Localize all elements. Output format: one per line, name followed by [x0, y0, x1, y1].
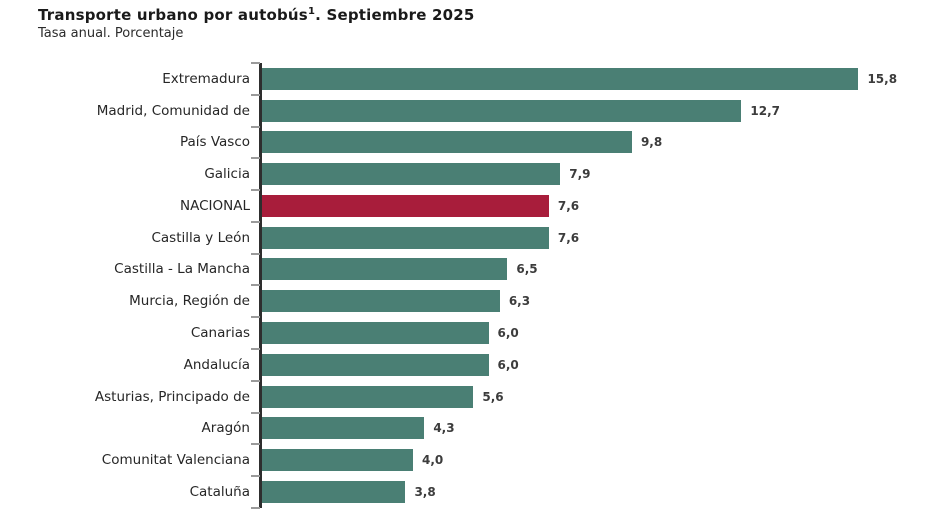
- value-label: 15,8: [867, 71, 898, 86]
- axis-tick: [251, 220, 260, 223]
- bar-chart: Extremadura 15,8 Madrid, Comunidad de 12,7 P…: [0, 62, 950, 513]
- row-plot-area: 5,6: [259, 380, 950, 413]
- axis-tick: [251, 93, 260, 96]
- chart-subtitle: Tasa anual. Porcentaje: [38, 26, 184, 41]
- bar: [262, 99, 742, 122]
- category-label: Murcia, Región de: [129, 293, 250, 310]
- row-plot-area: 6,0: [259, 317, 950, 349]
- axis-tick: [251, 189, 260, 192]
- bar: [262, 163, 561, 186]
- row-plot-area: 6,0: [259, 348, 950, 381]
- category-label: Andalucía: [183, 356, 250, 373]
- axis-tick: [251, 125, 260, 128]
- value-label: 6,5: [516, 262, 538, 277]
- chart-title-text: Transporte urbano por autobús: [38, 6, 308, 24]
- value-label: 6,0: [497, 326, 519, 340]
- category-label: Comunitat Valenciana: [101, 452, 250, 469]
- category-label: Castilla y León: [151, 229, 250, 246]
- axis-tick: [251, 506, 260, 509]
- row-plot-area: 4,0: [259, 444, 950, 476]
- value-label: 4,3: [433, 421, 455, 436]
- chart-row: Castilla y León 7,6: [0, 221, 950, 254]
- bar: [262, 290, 500, 313]
- chart-row: Andalucía 6,0: [0, 348, 950, 381]
- bar: [262, 258, 508, 281]
- chart-row: Murcia, Región de 6,3: [0, 285, 950, 318]
- category-label: Extremadura: [162, 70, 250, 87]
- axis-tick: [251, 379, 260, 382]
- row-plot-area: 15,8: [259, 63, 950, 95]
- chart-row: País Vasco 9,8: [0, 126, 950, 159]
- value-label: 6,0: [497, 357, 519, 372]
- chart-row: Cataluña 3,8: [0, 475, 950, 508]
- chart-rows: Extremadura 15,8 Madrid, Comunidad de 12,7 P…: [0, 63, 950, 508]
- axis-tick: [251, 62, 260, 64]
- value-label: 3,8: [414, 484, 436, 499]
- bar: [262, 131, 632, 154]
- category-label: NACIONAL: [180, 197, 250, 214]
- category-label: Aragón: [201, 420, 250, 437]
- axis-tick: [251, 443, 260, 446]
- category-label: Galicia: [204, 166, 250, 183]
- category-label: Madrid, Comunidad de: [96, 102, 250, 119]
- bar: [262, 449, 413, 472]
- chart-title-footnote-marker: 1: [307, 6, 316, 17]
- chart-row: Aragón 4,3: [0, 412, 950, 445]
- value-label: 4,0: [422, 453, 444, 468]
- bar: [262, 385, 474, 408]
- row-plot-area: 3,8: [259, 475, 950, 508]
- chart-header: Transporte urbano por autobús1. Septiemb…: [38, 6, 475, 41]
- chart-row: Comunitat Valenciana 4,0: [0, 444, 950, 476]
- category-label: País Vasco: [179, 134, 250, 151]
- value-label: 7,9: [569, 167, 591, 182]
- category-label: Asturias, Principado de: [94, 388, 250, 405]
- axis-tick: [251, 284, 260, 287]
- chart-row: Madrid, Comunidad de 12,7: [0, 94, 950, 127]
- value-label: 7,6: [557, 198, 580, 213]
- row-plot-area: 12,7: [259, 94, 950, 127]
- bar: [262, 67, 859, 90]
- value-label: 6,3: [508, 294, 531, 309]
- row-plot-area: 7,6: [259, 190, 950, 222]
- value-label: 9,8: [640, 135, 663, 150]
- bar: [262, 353, 489, 376]
- axis-tick: [251, 348, 260, 351]
- bar-highlight-nacional: [262, 194, 549, 217]
- category-label: Castilla - La Mancha: [114, 261, 250, 278]
- value-label: 7,6: [557, 230, 580, 245]
- bar: [262, 417, 425, 440]
- row-plot-area: 6,5: [259, 253, 950, 286]
- axis-tick: [251, 316, 260, 319]
- row-plot-area: 7,9: [259, 158, 950, 191]
- row-plot-area: 9,8: [259, 126, 950, 159]
- axis-ticks: [251, 62, 260, 513]
- value-label: 5,6: [482, 389, 504, 404]
- chart-row: Galicia 7,9: [0, 158, 950, 191]
- chart-title-date: . Septiembre 2025: [315, 6, 475, 24]
- chart-title: Transporte urbano por autobús1. Septiemb…: [38, 6, 475, 24]
- chart-row: Extremadura 15,8: [0, 63, 950, 95]
- category-label: Cataluña: [189, 483, 250, 500]
- chart-row: Asturias, Principado de 5,6: [0, 380, 950, 413]
- chart-row: NACIONAL 7,6: [0, 190, 950, 222]
- bar: [262, 322, 489, 344]
- chart-row: Castilla - La Mancha 6,5: [0, 253, 950, 286]
- axis-tick: [251, 475, 260, 478]
- bar: [262, 480, 406, 503]
- category-label: Canarias: [190, 325, 250, 341]
- axis-tick: [251, 252, 260, 255]
- chart-row: Canarias 6,0: [0, 317, 950, 349]
- row-plot-area: 6,3: [259, 285, 950, 318]
- row-plot-area: 4,3: [259, 412, 950, 445]
- bar: [262, 226, 549, 249]
- axis-tick: [251, 411, 260, 414]
- row-plot-area: 7,6: [259, 221, 950, 254]
- value-label: 12,7: [750, 103, 781, 118]
- axis-tick: [251, 157, 260, 160]
